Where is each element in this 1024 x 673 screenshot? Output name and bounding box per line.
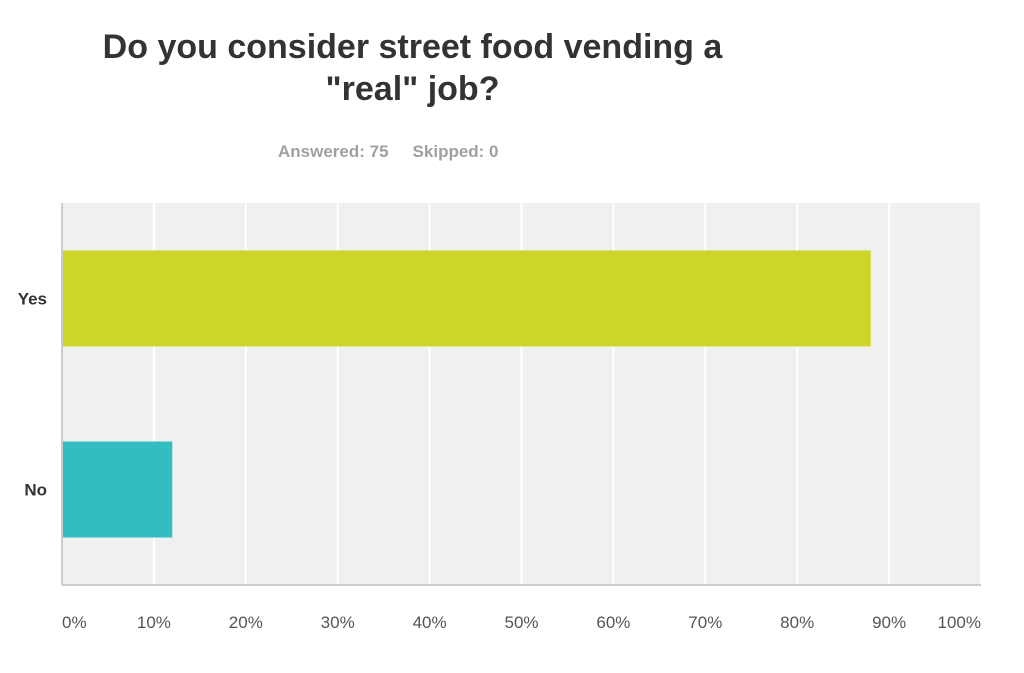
bars bbox=[62, 250, 871, 538]
category-label-no: No bbox=[24, 481, 47, 500]
chart-title-line-1: Do you consider street food vending a bbox=[102, 28, 723, 66]
response-stats: Answered: 75 Skipped: 0 bbox=[278, 142, 499, 162]
skipped-count: Skipped: 0 bbox=[412, 142, 499, 161]
bar-no bbox=[62, 441, 173, 538]
x-tick-label: 30% bbox=[321, 613, 355, 632]
x-tick-label: 70% bbox=[688, 613, 722, 632]
x-tick-label: 20% bbox=[229, 613, 263, 632]
x-tick-labels: 0% 10% 20% 30% 40% 50% 60% 70% 80% 90% 100% bbox=[62, 613, 981, 632]
category-labels: Yes No bbox=[18, 290, 47, 500]
x-tick-label: 50% bbox=[504, 613, 538, 632]
x-tick-label: 10% bbox=[137, 613, 171, 632]
chart-title-line-2: "real" job? bbox=[325, 70, 500, 108]
chart-title: Do you consider street food vending a "r… bbox=[40, 26, 785, 110]
category-label-yes: Yes bbox=[18, 290, 47, 309]
x-tick-label: 0% bbox=[62, 613, 87, 632]
x-tick-label: 40% bbox=[413, 613, 447, 632]
x-tick-label: 80% bbox=[780, 613, 814, 632]
bar-yes bbox=[62, 250, 871, 347]
x-tick-label: 90% bbox=[872, 613, 906, 632]
answered-count: Answered: 75 bbox=[278, 142, 389, 161]
x-tick-label: 60% bbox=[596, 613, 630, 632]
x-tick-label: 100% bbox=[938, 613, 981, 632]
